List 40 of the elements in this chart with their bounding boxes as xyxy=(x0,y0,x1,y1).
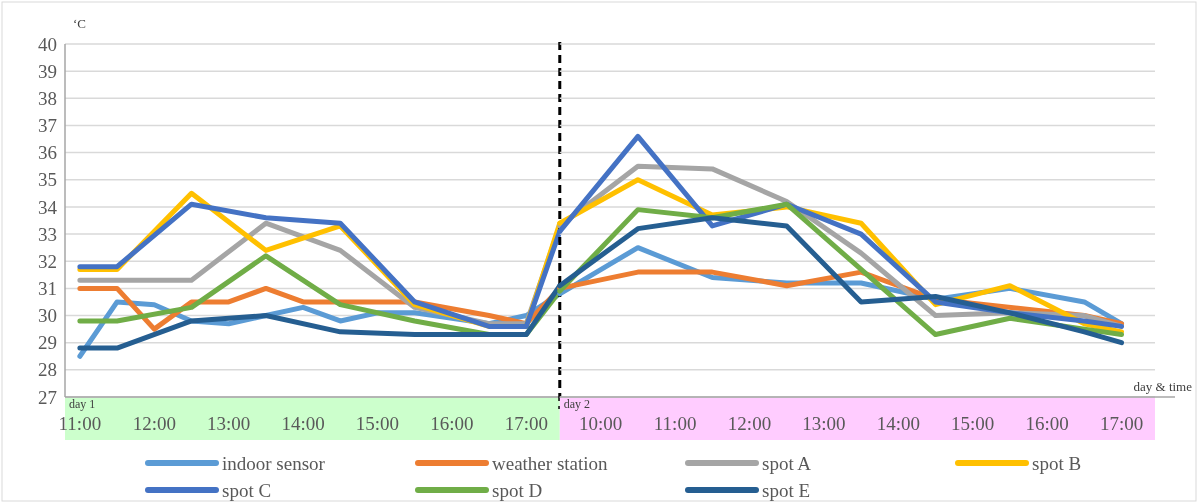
x-tick-label: 17:00 xyxy=(1099,413,1144,434)
legend-label: spot A xyxy=(762,452,812,474)
x-tick-label: 16:00 xyxy=(1025,413,1069,434)
y-tick-label: 37 xyxy=(38,115,57,137)
legend-label: weather station xyxy=(492,452,609,474)
annotation: day 2 xyxy=(563,397,591,411)
legend-label: spot E xyxy=(762,479,811,501)
legend-label: spot D xyxy=(492,479,543,501)
y-tick-label: 38 xyxy=(38,87,57,109)
x-axis-title: day & time xyxy=(1133,379,1193,394)
legend-label: spot B xyxy=(1032,452,1082,474)
x-tick-label: 12:00 xyxy=(132,413,176,434)
annotation: day 1 xyxy=(69,397,96,411)
y-tick-label: 33 xyxy=(38,223,57,245)
legend-label: spot C xyxy=(222,479,272,501)
y-tick-label: 28 xyxy=(38,359,57,381)
y-tick-label: 32 xyxy=(38,250,57,272)
x-tick-label: 15:00 xyxy=(355,413,400,434)
y-tick-label: 39 xyxy=(38,60,57,82)
y-tick-label: 40 xyxy=(38,33,57,55)
y-tick-label: 36 xyxy=(38,142,57,164)
y-tick-label: 29 xyxy=(38,332,57,354)
x-tick-label: 11:00 xyxy=(58,413,102,434)
x-tick-label: 13:00 xyxy=(802,413,846,434)
y-tick-label: 35 xyxy=(38,169,57,191)
y-axis-title: ‘C xyxy=(73,16,86,31)
x-tick-label: 17:00 xyxy=(504,413,548,434)
x-tick-label: 11:00 xyxy=(653,413,697,434)
x-tick-label: 13:00 xyxy=(207,413,251,434)
x-tick-label: 14:00 xyxy=(876,413,920,434)
y-tick-label: 30 xyxy=(38,305,57,327)
y-tick-label: 27 xyxy=(38,386,57,408)
x-tick-label: 10:00 xyxy=(579,413,623,434)
legend-label: indoor sensor xyxy=(222,452,326,474)
x-tick-label: 14:00 xyxy=(281,413,325,434)
x-tick-label: 12:00 xyxy=(727,413,772,434)
x-tick-label: 16:00 xyxy=(430,413,474,434)
y-tick-label: 31 xyxy=(38,278,57,300)
y-tick-label: 34 xyxy=(38,196,58,218)
x-tick-label: 15:00 xyxy=(951,413,995,434)
